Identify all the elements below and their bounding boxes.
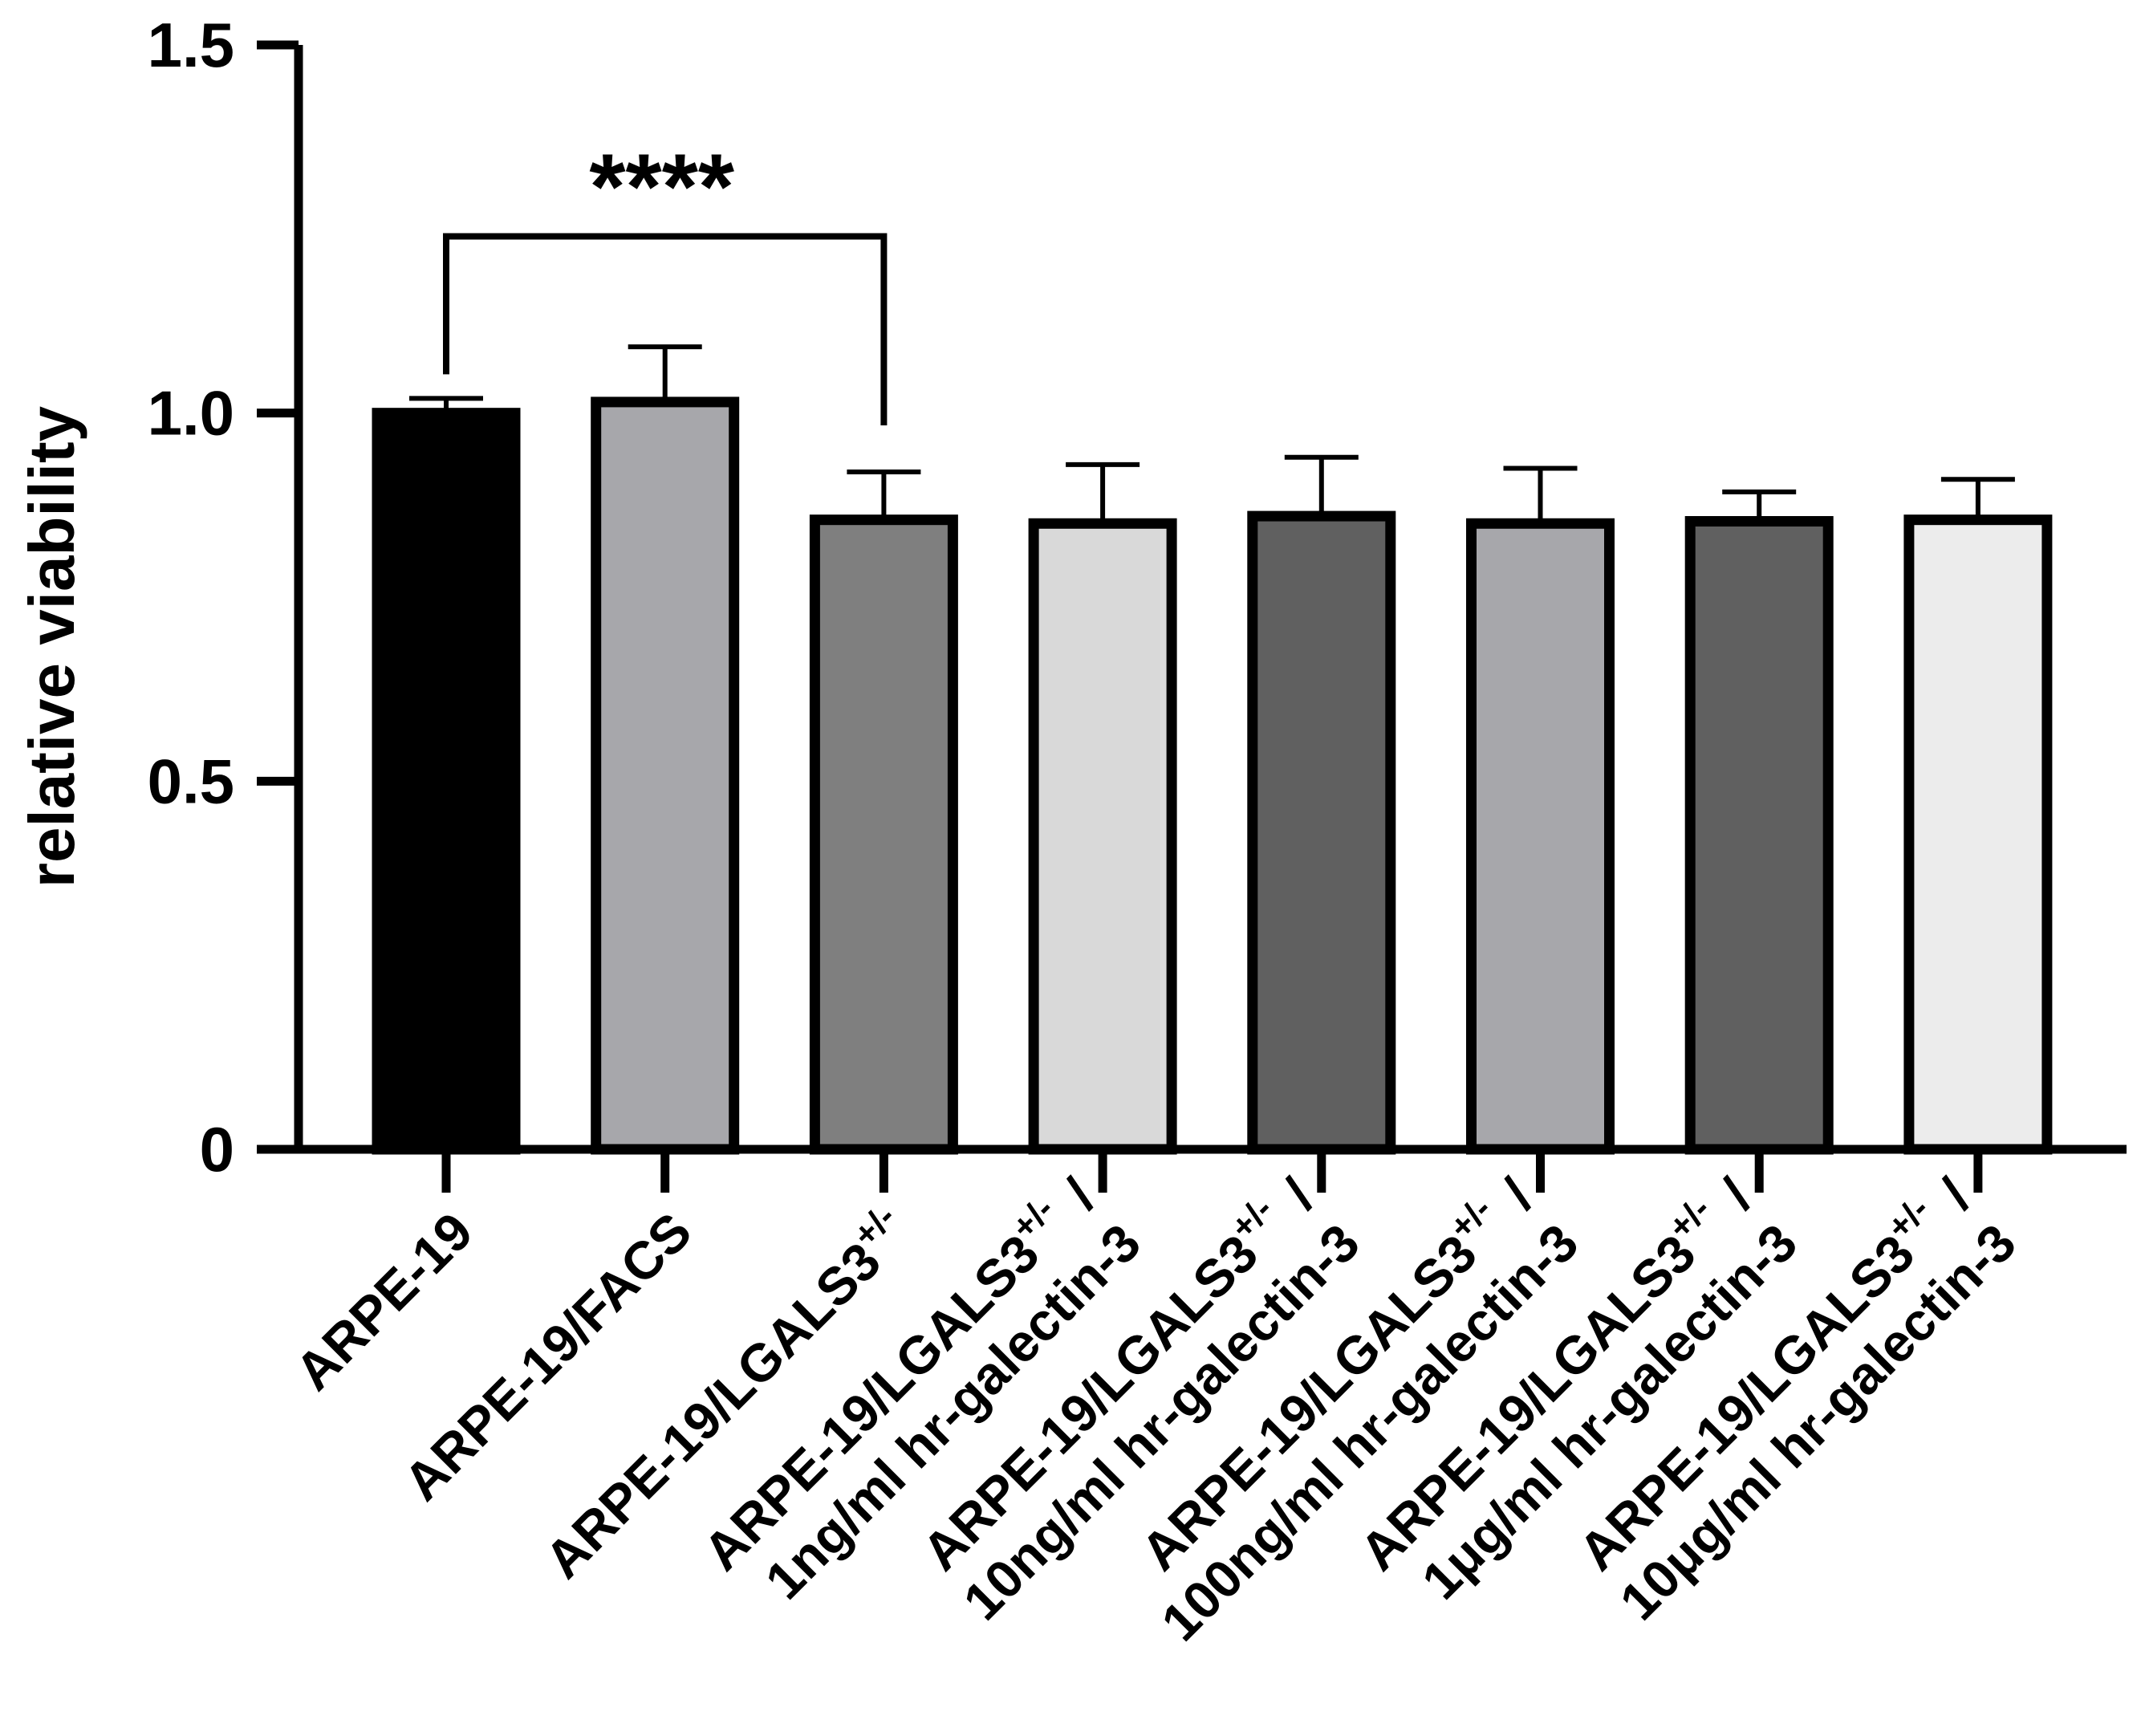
y-tick-label: 0.5 <box>148 746 234 816</box>
y-tick-label: 0 <box>200 1114 234 1185</box>
bar <box>1247 510 1396 1155</box>
bar <box>591 396 740 1155</box>
bar <box>1028 518 1177 1155</box>
significance-bracket <box>443 233 888 426</box>
bar <box>1466 518 1615 1155</box>
bar <box>1903 514 2053 1155</box>
chart-plot-area: 00.51.01.5ARPE-19ARPE-19/FACSARPE-19/LGA… <box>148 10 2127 1652</box>
bar <box>809 514 958 1155</box>
x-tick-label: ARPE-19 <box>283 1201 483 1401</box>
y-tick-label: 1.5 <box>148 10 234 80</box>
y-axis-title: relative viability <box>16 405 87 888</box>
y-tick-label: 1.0 <box>148 378 234 449</box>
bar <box>1684 516 1834 1155</box>
x-tick-label-line1: ARPE-19 <box>283 1201 483 1401</box>
bar <box>372 408 521 1155</box>
significance-label: **** <box>589 135 734 239</box>
